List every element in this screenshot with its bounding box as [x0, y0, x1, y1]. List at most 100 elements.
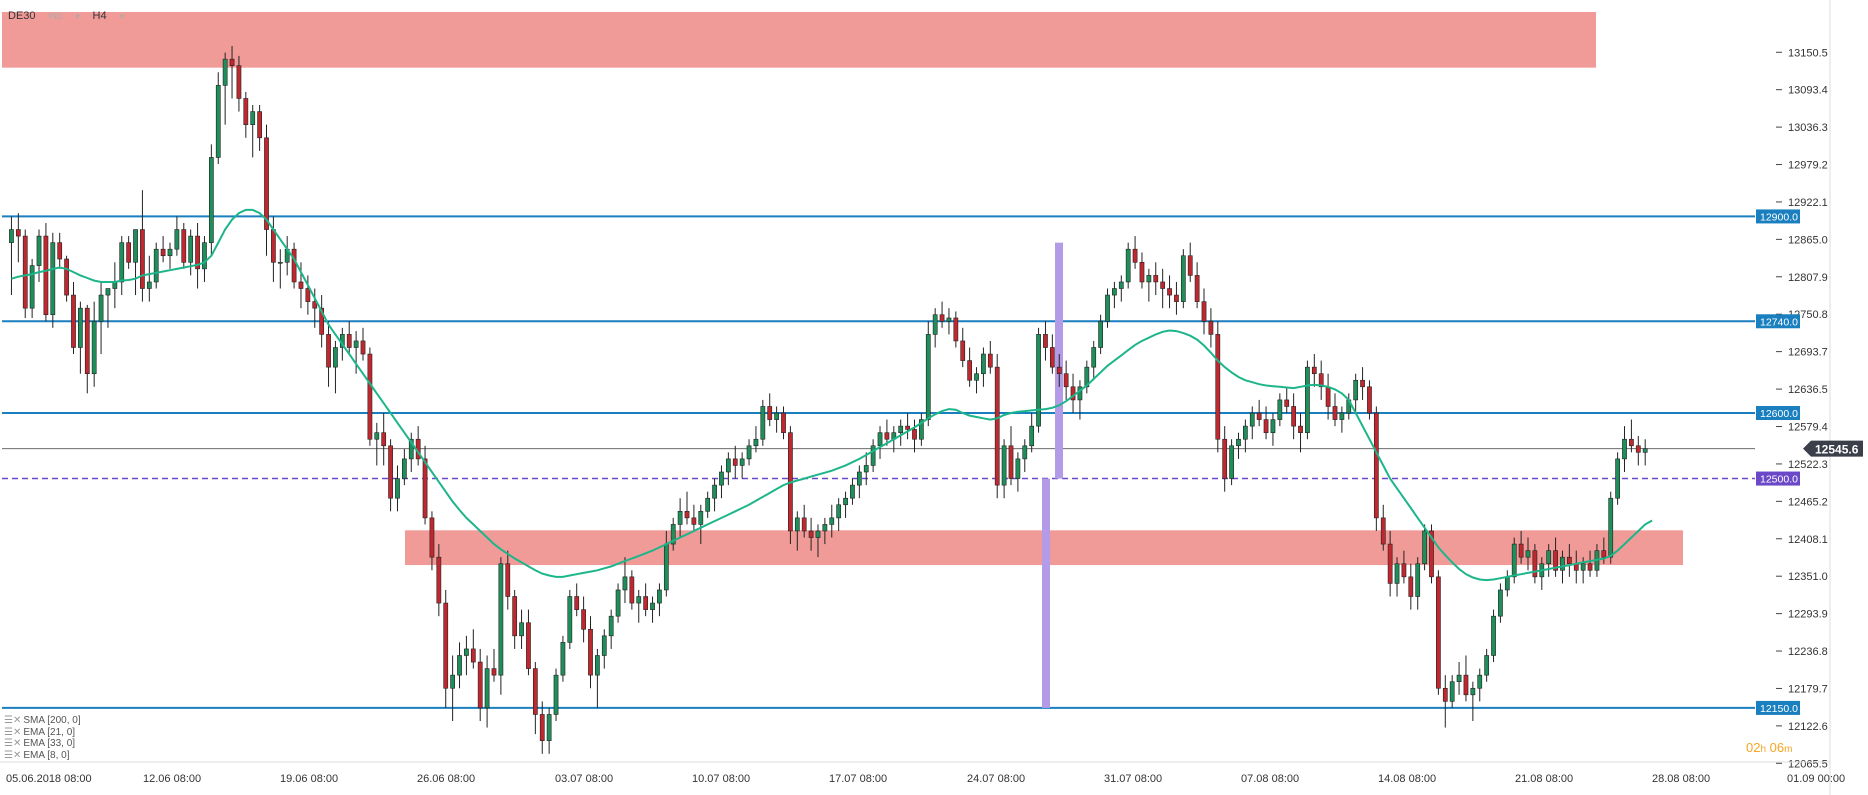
candle[interactable] [601, 629, 607, 669]
candle[interactable] [1553, 537, 1558, 577]
candle[interactable] [250, 105, 256, 158]
level-label[interactable]: 12740.0 [1756, 314, 1800, 329]
candle[interactable] [670, 517, 676, 551]
candle[interactable] [229, 46, 235, 99]
candle[interactable] [174, 216, 180, 256]
candle[interactable] [1215, 321, 1221, 453]
candle[interactable] [1001, 439, 1007, 499]
candle[interactable] [1415, 557, 1421, 610]
candle[interactable] [1408, 563, 1414, 610]
candle[interactable] [436, 544, 442, 617]
candle[interactable] [1566, 544, 1572, 577]
indicator-item[interactable]: ☰✕ EMA [21, 0] [4, 726, 76, 738]
candle[interactable] [112, 262, 118, 309]
candle[interactable] [1201, 288, 1207, 335]
candle[interactable] [719, 465, 724, 499]
candle[interactable] [925, 321, 931, 427]
candle[interactable] [1167, 275, 1172, 309]
candle[interactable] [732, 445, 738, 479]
candle[interactable] [50, 232, 56, 328]
candle[interactable] [195, 222, 200, 289]
candle[interactable] [608, 609, 614, 649]
candle[interactable] [140, 190, 145, 302]
candle[interactable] [1470, 681, 1476, 722]
candle[interactable] [994, 354, 1000, 499]
candle[interactable] [1608, 491, 1614, 564]
candle[interactable] [1222, 426, 1228, 492]
candle[interactable] [808, 517, 814, 551]
candle[interactable] [1208, 308, 1214, 348]
candle[interactable] [1270, 413, 1276, 446]
candle[interactable] [1518, 530, 1524, 564]
candle[interactable] [725, 452, 731, 486]
candle[interactable] [333, 340, 338, 394]
candle[interactable] [1049, 334, 1055, 374]
candle[interactable] [595, 648, 600, 708]
candle[interactable] [167, 242, 173, 269]
candle[interactable] [1112, 281, 1117, 309]
candle[interactable] [9, 216, 14, 296]
candle[interactable] [457, 642, 462, 689]
candle[interactable] [464, 635, 469, 676]
candle[interactable] [498, 557, 504, 695]
candle[interactable] [1373, 406, 1379, 531]
candle[interactable] [1436, 570, 1441, 695]
candle[interactable] [953, 311, 959, 348]
candle[interactable] [567, 589, 573, 649]
candle[interactable] [1263, 406, 1269, 440]
candle[interactable] [877, 426, 883, 459]
candle[interactable] [243, 91, 249, 138]
candle[interactable] [1036, 327, 1041, 433]
candle[interactable] [746, 439, 752, 466]
candle[interactable] [546, 707, 552, 754]
candle[interactable] [1546, 544, 1552, 577]
candle[interactable] [850, 478, 855, 505]
candle[interactable] [1422, 524, 1427, 571]
candle[interactable] [794, 511, 800, 551]
candle[interactable] [1318, 360, 1324, 400]
candle[interactable] [443, 589, 449, 708]
candle[interactable] [1429, 524, 1434, 584]
candle[interactable] [1236, 432, 1241, 459]
candle[interactable] [133, 229, 138, 296]
vertical-marker[interactable] [1042, 478, 1050, 708]
candle[interactable] [429, 511, 435, 571]
candle[interactable] [1098, 314, 1103, 355]
candle[interactable] [146, 255, 152, 302]
candle[interactable] [843, 491, 848, 518]
candle[interactable] [505, 550, 511, 610]
candle[interactable] [774, 406, 779, 433]
candle[interactable] [346, 321, 352, 355]
candle[interactable] [1504, 570, 1510, 597]
candle[interactable] [1367, 380, 1372, 420]
candle[interactable] [188, 229, 194, 276]
candle[interactable] [1532, 544, 1538, 584]
candle[interactable] [71, 281, 76, 355]
candle[interactable] [1160, 268, 1166, 309]
candle[interactable] [257, 105, 262, 151]
level-label[interactable]: 12600.0 [1756, 406, 1800, 421]
candle[interactable] [1118, 275, 1124, 302]
candle[interactable] [836, 498, 842, 531]
candle[interactable] [1622, 426, 1627, 472]
candle[interactable] [15, 213, 21, 263]
candle[interactable] [987, 340, 993, 374]
candle[interactable] [484, 655, 490, 728]
candle[interactable] [856, 465, 862, 499]
candle[interactable] [402, 449, 407, 486]
candle[interactable] [574, 583, 580, 617]
candle[interactable] [519, 609, 524, 649]
zone-rect[interactable] [2, 11, 1596, 68]
candle[interactable] [760, 399, 766, 446]
candle[interactable] [939, 301, 945, 328]
candle[interactable] [202, 236, 207, 282]
candle[interactable] [326, 321, 331, 387]
candle[interactable] [767, 393, 773, 427]
candle[interactable] [1298, 413, 1303, 453]
candle[interactable] [1063, 360, 1069, 400]
candle[interactable] [698, 504, 704, 545]
candle[interactable] [539, 701, 545, 754]
candle[interactable] [1194, 262, 1200, 309]
candle[interactable] [822, 517, 828, 545]
